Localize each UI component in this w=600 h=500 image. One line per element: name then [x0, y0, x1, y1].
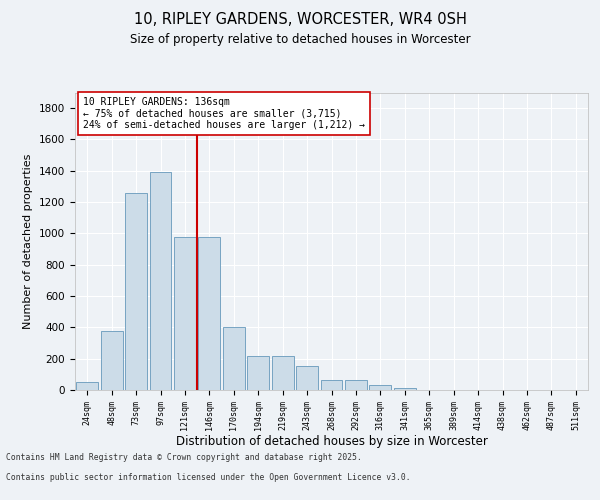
Bar: [370, 386, 391, 390]
Text: Contains HM Land Registry data © Crown copyright and database right 2025.: Contains HM Land Registry data © Crown c…: [6, 454, 362, 462]
Bar: [174, 236, 196, 390]
X-axis label: Distribution of detached houses by size in Worcester: Distribution of detached houses by size …: [176, 436, 487, 448]
Bar: [345, 380, 367, 390]
Bar: [125, 192, 147, 390]
Bar: [76, 382, 98, 390]
Bar: [394, 388, 416, 390]
Bar: [223, 328, 245, 390]
Bar: [296, 366, 318, 390]
Bar: [320, 380, 343, 390]
Text: Contains public sector information licensed under the Open Government Licence v3: Contains public sector information licen…: [6, 474, 410, 482]
Text: 10, RIPLEY GARDENS, WORCESTER, WR4 0SH: 10, RIPLEY GARDENS, WORCESTER, WR4 0SH: [134, 12, 466, 28]
Bar: [199, 238, 220, 390]
Bar: [101, 332, 122, 390]
Bar: [247, 356, 269, 390]
Text: 10 RIPLEY GARDENS: 136sqm
← 75% of detached houses are smaller (3,715)
24% of se: 10 RIPLEY GARDENS: 136sqm ← 75% of detac…: [83, 97, 365, 130]
Bar: [272, 356, 293, 390]
Text: Size of property relative to detached houses in Worcester: Size of property relative to detached ho…: [130, 32, 470, 46]
Y-axis label: Number of detached properties: Number of detached properties: [23, 154, 34, 329]
Bar: [149, 172, 172, 390]
